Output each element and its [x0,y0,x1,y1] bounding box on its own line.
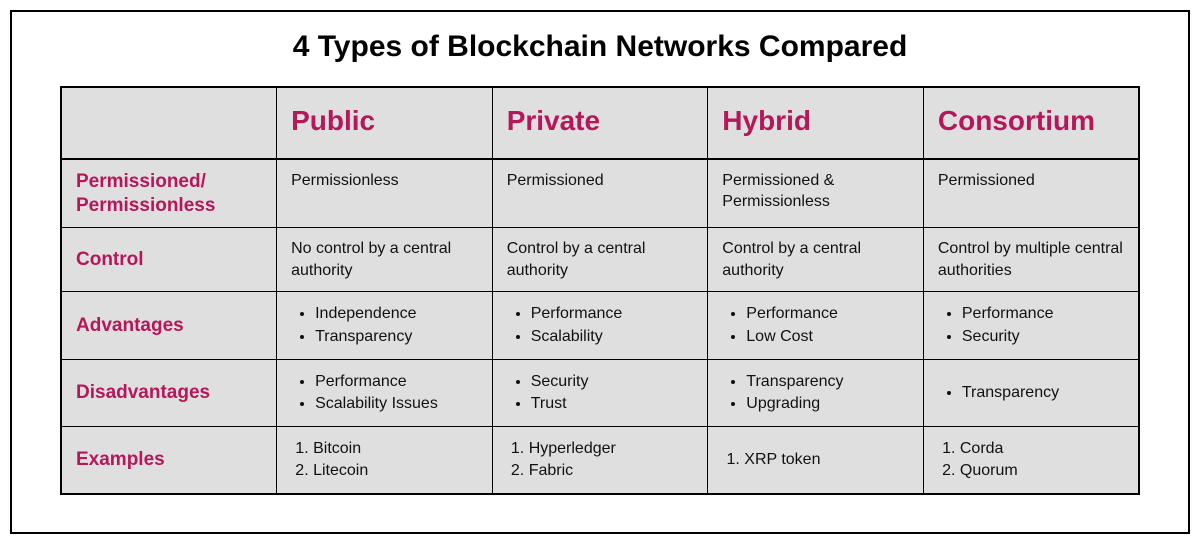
list-item: XRP token [744,449,909,471]
cell-advantages-private: Performance Scalability [492,292,708,359]
table-header-row: Public Private Hybrid Consortium [61,87,1139,159]
list-item: Litecoin [313,460,478,482]
list-item: Trust [531,393,694,415]
list-item: Low Cost [746,326,909,348]
row-permission: Permissioned/ Permissionless Permissionl… [61,159,1139,228]
list-item: Performance [962,303,1124,325]
row-label-permission: Permissioned/ Permissionless [61,159,277,228]
cell-control-hybrid: Control by a central authority [708,228,924,292]
cell-control-consortium: Control by multiple central authorities [923,228,1139,292]
cell-permission-hybrid: Permissioned & Permissionless [708,159,924,228]
list-item: Performance [315,371,478,393]
list-item: Transparency [746,371,909,393]
list-item: Bitcoin [313,438,478,460]
comparison-table: Public Private Hybrid Consortium Permiss… [60,86,1140,495]
cell-examples-hybrid: XRP token [708,426,924,494]
col-head-hybrid: Hybrid [708,87,924,159]
row-advantages: Advantages Independence Transparency Per… [61,292,1139,359]
cell-examples-private: Hyperledger Fabric [492,426,708,494]
cell-disadvantages-consortium: Transparency [923,359,1139,426]
list-item: Scalability Issues [315,393,478,415]
list-item: Hyperledger [529,438,694,460]
row-label-control: Control [61,228,277,292]
list-item: Performance [531,303,694,325]
list-item: Transparency [962,382,1124,404]
row-examples: Examples Bitcoin Litecoin Hyperledger Fa… [61,426,1139,494]
list-item: Performance [746,303,909,325]
cell-control-private: Control by a central authority [492,228,708,292]
list-item: Fabric [529,460,694,482]
cell-examples-public: Bitcoin Litecoin [277,426,493,494]
cell-control-public: No control by a central authority [277,228,493,292]
list-item: Security [531,371,694,393]
cell-examples-consortium: Corda Quorum [923,426,1139,494]
cell-advantages-hybrid: Performance Low Cost [708,292,924,359]
cell-disadvantages-hybrid: Transparency Upgrading [708,359,924,426]
row-control: Control No control by a central authorit… [61,228,1139,292]
cell-advantages-consortium: Performance Security [923,292,1139,359]
col-head-consortium: Consortium [923,87,1139,159]
cell-permission-private: Permissioned [492,159,708,228]
list-item: Transparency [315,326,478,348]
row-label-disadvantages: Disadvantages [61,359,277,426]
col-head-private: Private [492,87,708,159]
col-head-public: Public [277,87,493,159]
cell-advantages-public: Independence Transparency [277,292,493,359]
list-item: Scalability [531,326,694,348]
cell-disadvantages-public: Performance Scalability Issues [277,359,493,426]
row-disadvantages: Disadvantages Performance Scalability Is… [61,359,1139,426]
row-label-advantages: Advantages [61,292,277,359]
list-item: Security [962,326,1124,348]
list-item: Quorum [960,460,1124,482]
cell-permission-consortium: Permissioned [923,159,1139,228]
empty-corner-cell [61,87,277,159]
list-item: Corda [960,438,1124,460]
outer-frame: 4 Types of Blockchain Networks Compared … [10,10,1190,534]
list-item: Upgrading [746,393,909,415]
list-item: Independence [315,303,478,325]
cell-disadvantages-private: Security Trust [492,359,708,426]
page-title: 4 Types of Blockchain Networks Compared [60,30,1140,64]
cell-permission-public: Permissionless [277,159,493,228]
row-label-examples: Examples [61,426,277,494]
